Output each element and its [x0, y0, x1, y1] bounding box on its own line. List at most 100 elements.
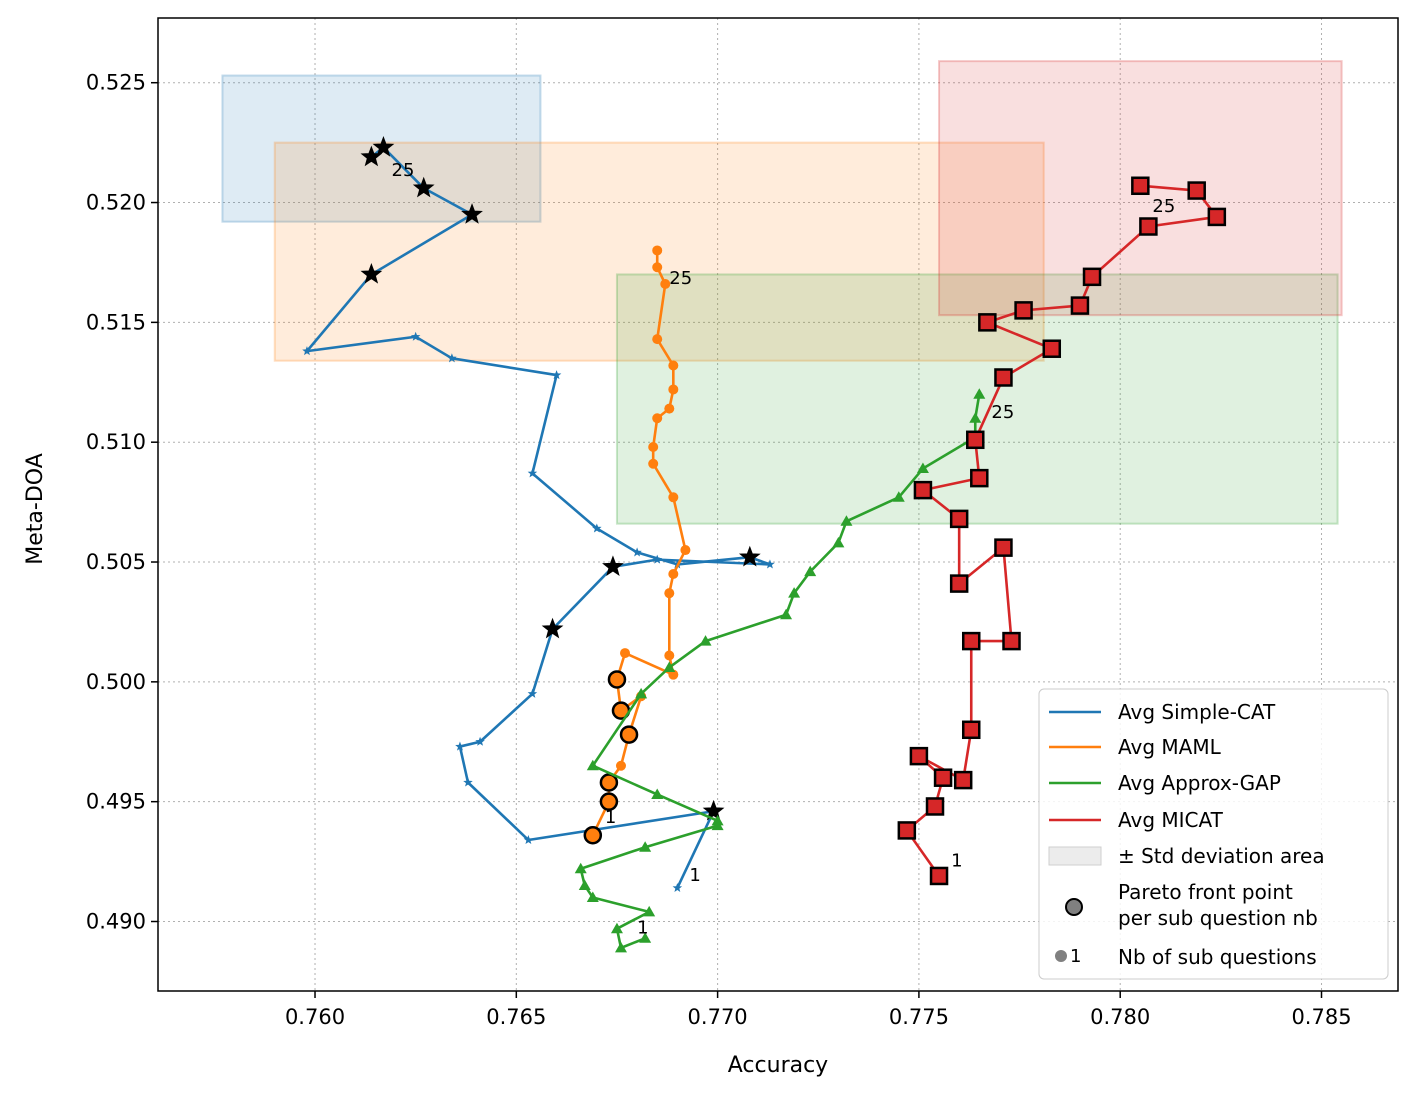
series-avg-maml	[583, 245, 691, 845]
pareto-point-avg-micat	[1070, 296, 1090, 315]
pareto-point-avg-micat	[1187, 181, 1206, 200]
data-point-avg-maml	[652, 413, 663, 424]
pareto-point-avg-micat	[909, 746, 929, 766]
axis-ticks: 0.760 0.765 0.770 0.775 0.780 0.785 0.490 0.495…	[86, 71, 1352, 1029]
pareto-point-avg-micat	[1014, 301, 1033, 320]
legend-label-maml: Avg MAML	[1118, 735, 1222, 759]
pareto-point-avg-simple-cat	[541, 617, 564, 639]
legend-swatch-pareto	[1065, 898, 1083, 916]
legend-label-nb: Nb of sub questions	[1118, 945, 1317, 969]
data-point-avg-maml	[615, 760, 626, 771]
data-point-avg-approx-gap	[780, 608, 793, 620]
pareto-point-avg-micat	[1207, 207, 1227, 227]
y-tick-label: 0.500	[86, 670, 146, 694]
pareto-point-avg-micat	[913, 480, 933, 500]
pareto-point-avg-simple-cat	[738, 545, 761, 567]
annotation-first-avg-approx-gap: 1	[637, 917, 648, 938]
pareto-point-avg-micat	[897, 821, 917, 840]
data-point-avg-maml	[680, 545, 691, 556]
annotation-first-avg-micat: 1	[951, 850, 962, 871]
data-point-avg-approx-gap	[711, 814, 724, 826]
plot-frame	[157, 17, 1399, 992]
data-point-avg-simple-cat	[527, 468, 538, 478]
y-tick-label: 0.505	[86, 550, 146, 574]
data-point-avg-maml	[652, 334, 663, 345]
data-point-avg-simple-cat	[672, 882, 683, 892]
data-point-avg-simple-cat	[551, 370, 562, 380]
data-point-avg-approx-gap	[586, 759, 599, 771]
data-point-avg-simple-cat	[527, 688, 538, 698]
data-point-avg-simple-cat	[523, 835, 534, 845]
data-point-avg-approx-gap	[840, 515, 853, 526]
data-point-avg-approx-gap	[651, 788, 664, 799]
pareto-point-avg-micat	[929, 866, 949, 886]
data-point-avg-simple-cat	[447, 353, 457, 363]
annotation-last-avg-micat: 25	[1152, 196, 1175, 217]
legend-label-pareto-line2: per sub question nb	[1118, 906, 1318, 930]
legend-label-pareto-line1: Pareto front point	[1118, 880, 1293, 904]
y-tick-label: 0.510	[86, 430, 146, 454]
annotation-last-avg-simple-cat: 25	[392, 160, 415, 181]
pareto-point-avg-micat	[994, 538, 1013, 557]
pareto-point-avg-micat	[961, 631, 981, 651]
data-point-avg-maml	[664, 588, 675, 599]
legend-label-simple-cat: Avg Simple-CAT	[1118, 700, 1276, 724]
x-tick-label: 0.760	[285, 1005, 345, 1029]
data-point-avg-simple-cat	[455, 741, 465, 751]
pareto-point-avg-simple-cat	[360, 145, 383, 167]
data-point-avg-maml	[664, 403, 675, 414]
pareto-point-avg-simple-cat	[461, 203, 483, 224]
data-point-avg-simple-cat	[410, 331, 421, 341]
y-axis-label: Meta-DOA	[23, 453, 48, 564]
data-point-avg-approx-gap	[788, 587, 801, 598]
pareto-point-avg-simple-cat	[412, 176, 435, 198]
data-point-avg-simple-cat	[302, 346, 312, 356]
data-point-avg-simple-cat	[765, 559, 775, 569]
pareto-point-avg-micat	[978, 313, 997, 332]
pareto-point-avg-micat	[1131, 176, 1150, 196]
y-tick-label: 0.515	[86, 310, 146, 334]
data-point-avg-approx-gap	[916, 462, 929, 474]
data-point-avg-simple-cat	[632, 547, 642, 557]
data-point-avg-maml	[648, 441, 659, 452]
data-point-avg-simple-cat	[592, 523, 602, 533]
pareto-point-avg-maml	[607, 670, 627, 689]
data-point-avg-approx-gap	[643, 905, 656, 917]
data-point-avg-simple-cat	[475, 736, 485, 746]
legend-label-std-area: ± Std deviation area	[1118, 844, 1325, 868]
pareto-point-avg-micat	[1002, 631, 1021, 651]
data-point-avg-maml	[668, 360, 679, 371]
x-tick-label: 0.775	[889, 1005, 949, 1029]
data-point-avg-simple-cat	[463, 777, 473, 787]
pareto-point-avg-micat	[949, 574, 969, 593]
series-lines	[302, 135, 1227, 953]
data-point-avg-maml	[620, 648, 631, 659]
annotation-last-avg-approx-gap: 25	[991, 402, 1014, 423]
data-point-avg-maml	[668, 492, 679, 503]
std-areas	[221, 60, 1343, 525]
data-point-avg-approx-gap	[663, 661, 676, 672]
data-point-avg-maml	[668, 669, 679, 680]
pareto-point-avg-micat	[1082, 267, 1102, 287]
annotation-last-avg-maml: 25	[669, 268, 692, 289]
pareto-point-avg-maml	[619, 725, 639, 744]
pareto-point-avg-micat	[1042, 339, 1062, 358]
series-avg-micat	[897, 176, 1227, 886]
data-point-avg-maml	[652, 262, 663, 273]
data-point-avg-maml	[652, 245, 663, 256]
data-point-avg-approx-gap	[586, 891, 599, 903]
data-point-avg-maml	[664, 650, 675, 661]
annotation-first-avg-maml: 1	[605, 807, 616, 828]
y-tick-label: 0.495	[86, 790, 146, 814]
pareto-point-avg-simple-cat	[602, 555, 624, 577]
data-point-avg-approx-gap	[635, 687, 648, 699]
data-point-avg-maml	[668, 384, 679, 395]
data-point-avg-approx-gap	[973, 388, 986, 399]
data-point-avg-maml	[668, 569, 679, 579]
pareto-point-avg-maml	[599, 792, 619, 811]
legend-swatch-nb-dot	[1055, 950, 1067, 962]
pareto-point-avg-maml	[583, 825, 603, 845]
pareto-point-avg-micat	[970, 468, 989, 488]
pareto-point-avg-simple-cat	[360, 263, 383, 284]
